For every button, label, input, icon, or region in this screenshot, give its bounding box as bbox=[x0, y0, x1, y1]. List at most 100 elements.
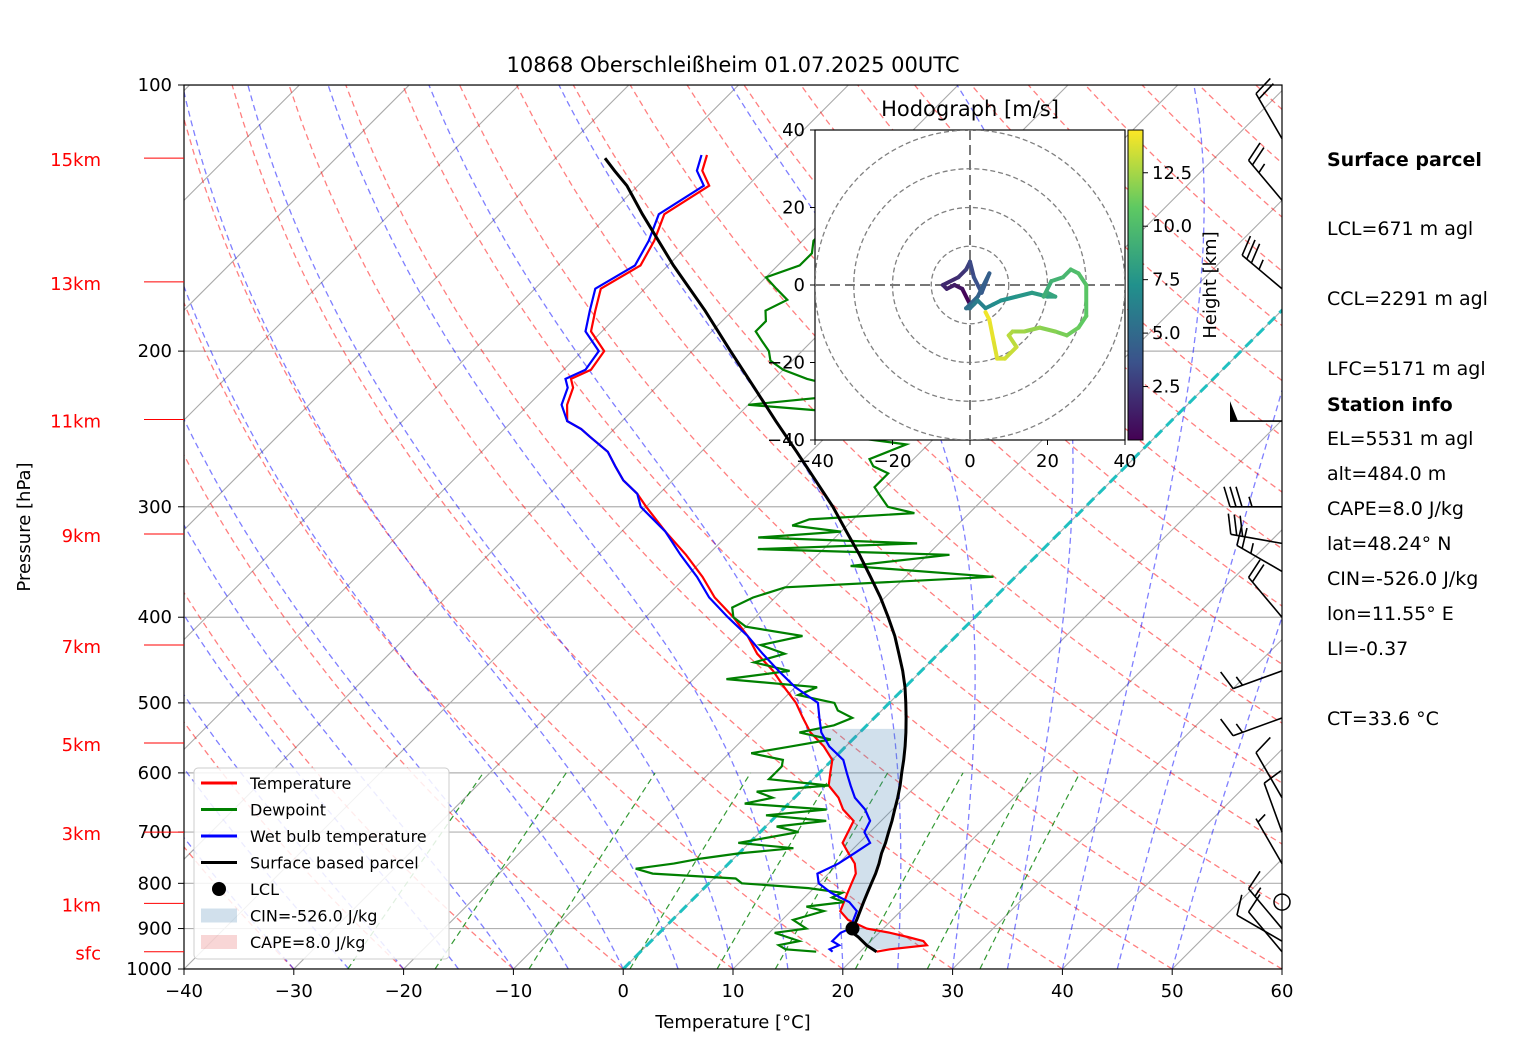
hodograph-segment bbox=[975, 271, 992, 299]
colorbar-tick-label: 5.0 bbox=[1152, 323, 1181, 344]
barb-full bbox=[1223, 486, 1231, 508]
x-tick-label: 50 bbox=[1161, 981, 1184, 1002]
barb-full bbox=[1247, 893, 1261, 913]
hodograph-segment bbox=[1076, 314, 1089, 330]
barb-shaft bbox=[1247, 576, 1283, 618]
hodograph-y-tick-label: 40 bbox=[782, 120, 805, 141]
wind-barb bbox=[1220, 670, 1283, 690]
wind-barb bbox=[1247, 559, 1283, 618]
hodograph-segment bbox=[1049, 275, 1065, 284]
hodograph-x-tick-label: 0 bbox=[964, 451, 975, 472]
surface-parcel-line: CT=33.6 °C bbox=[1327, 707, 1439, 730]
barb-full bbox=[1247, 870, 1261, 890]
colorbar-tick-label: 2.5 bbox=[1152, 377, 1181, 398]
legend-swatch bbox=[201, 908, 237, 923]
dry-adiabat bbox=[184, 453, 624, 969]
isotherm-gridline bbox=[732, 419, 1282, 969]
hodograph-segment bbox=[940, 275, 961, 287]
hodograph-segment bbox=[1022, 325, 1042, 334]
dry-adiabat bbox=[184, 116, 844, 969]
moist-adiabat bbox=[1061, 85, 1205, 969]
isotherm-gridline bbox=[184, 85, 849, 751]
hodograph-x-tick-label: −20 bbox=[874, 451, 912, 472]
mixing-ratio-line bbox=[979, 772, 1081, 969]
barb-full bbox=[1247, 559, 1261, 578]
hodograph-segment bbox=[987, 317, 996, 342]
wind-barb bbox=[1263, 770, 1283, 833]
hodograph: −40−40 −20 −20 0 0 20 20 40 40 Hodograph [m/s] 2.5… bbox=[767, 97, 1221, 472]
x-tick-label: −20 bbox=[385, 981, 423, 1002]
x-tick-label: 10 bbox=[722, 981, 745, 1002]
height-label: 11km bbox=[50, 412, 101, 433]
wind-barb bbox=[1220, 717, 1283, 737]
surface-parcel-line: LI=-0.37 bbox=[1327, 637, 1409, 660]
station-info-header: Station info bbox=[1327, 393, 1453, 416]
chart-title: 10868 Oberschleißheim 01.07.2025 00UTC bbox=[507, 53, 960, 77]
hodograph-segment bbox=[1006, 333, 1019, 349]
isotherm-gridline bbox=[184, 85, 739, 641]
legend-label: Temperature bbox=[249, 774, 351, 793]
legend-label: Surface based parcel bbox=[250, 854, 419, 873]
legend-label: Dewpoint bbox=[250, 801, 326, 820]
height-label: 3km bbox=[62, 824, 101, 845]
legend: Temperature Dewpoint Wet bulb temperature S… bbox=[193, 767, 450, 960]
legend-label: Wet bulb temperature bbox=[250, 827, 427, 846]
barb-full bbox=[1233, 514, 1238, 536]
wind-barb bbox=[1230, 401, 1282, 422]
height-label: 9km bbox=[62, 526, 101, 547]
barb-shaft bbox=[1263, 782, 1283, 833]
station-info-panel: Station info alt=484.0 m lat=48.24° N lo… bbox=[1327, 347, 1454, 650]
surface-parcel-line: EL=5531 m agl bbox=[1327, 428, 1474, 451]
isotherm-gridline bbox=[1062, 748, 1282, 969]
mixing-ratio-line bbox=[434, 772, 567, 969]
barb-full bbox=[1229, 486, 1237, 508]
hodograph-y-tick-label: 20 bbox=[782, 198, 805, 219]
y-tick-label: 400 bbox=[138, 607, 172, 628]
mixing-ratio-line bbox=[528, 772, 656, 969]
calm-wind-circle bbox=[1273, 893, 1291, 911]
barb-half bbox=[1235, 676, 1244, 686]
wind-barbs bbox=[1220, 77, 1291, 953]
wind-barb bbox=[1273, 893, 1291, 911]
barb-half bbox=[1250, 543, 1255, 554]
y-axis-label: Pressure [hPa] bbox=[14, 462, 35, 591]
barb-shaft bbox=[1236, 914, 1283, 942]
dry-adiabat bbox=[288, 85, 1063, 969]
colorbar-tick-label: 12.5 bbox=[1152, 163, 1192, 184]
moist-adiabat bbox=[247, 85, 734, 969]
legend-swatch bbox=[201, 935, 237, 949]
legend-box bbox=[193, 767, 450, 960]
hodograph-x-tick-label: 20 bbox=[1036, 451, 1059, 472]
barb-shaft bbox=[1247, 159, 1283, 201]
hodograph-y-tick-label: −20 bbox=[767, 353, 805, 374]
hodograph-x-tick-label: −40 bbox=[796, 451, 834, 472]
station-info-line: lat=48.24° N bbox=[1327, 533, 1452, 556]
wind-barb bbox=[1223, 486, 1282, 508]
barb-shaft bbox=[1255, 93, 1283, 140]
surface-parcel-line: LCL=671 m agl bbox=[1327, 218, 1474, 241]
moist-adiabat bbox=[1116, 388, 1282, 969]
y-tick-label: 800 bbox=[138, 873, 172, 894]
barb-half bbox=[1257, 813, 1266, 823]
y-tick-label: 1000 bbox=[126, 959, 172, 980]
moist-adiabat bbox=[327, 85, 789, 969]
x-tick-label: 30 bbox=[941, 981, 964, 1002]
height-label: sfc bbox=[75, 944, 101, 965]
barb-half bbox=[1258, 259, 1264, 270]
surface-parcel-line: CIN=-526.0 J/kg bbox=[1327, 567, 1479, 590]
barb-shaft bbox=[1255, 818, 1283, 865]
colorbar-tick-label: 7.5 bbox=[1152, 270, 1181, 291]
x-tick-label: 20 bbox=[831, 981, 854, 1002]
y-tick-label: 900 bbox=[138, 919, 172, 940]
barb-half bbox=[1235, 723, 1244, 733]
barb-half bbox=[1258, 163, 1266, 174]
hodograph-segment bbox=[983, 310, 992, 322]
hodograph-y-tick-label: −40 bbox=[767, 430, 805, 451]
hodograph-segment bbox=[999, 294, 1019, 303]
barb-shaft bbox=[1247, 888, 1283, 930]
barb-full bbox=[1255, 736, 1271, 754]
x-tick-label: −40 bbox=[165, 981, 203, 1002]
hodograph-segment bbox=[968, 259, 976, 280]
x-tick-label: −10 bbox=[494, 981, 532, 1002]
